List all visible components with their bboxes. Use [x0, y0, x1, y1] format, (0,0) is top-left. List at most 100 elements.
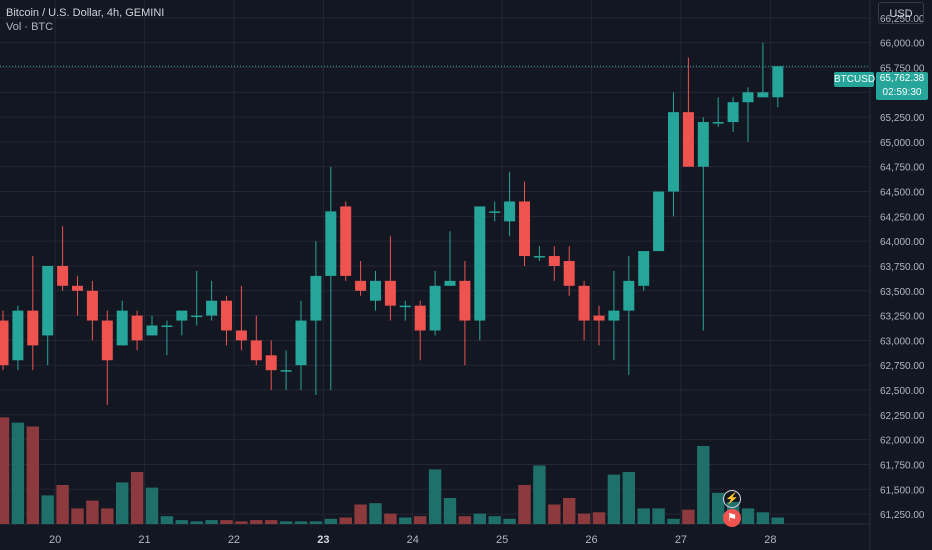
- candle-body[interactable]: [682, 112, 694, 167]
- candle-body[interactable]: [310, 275, 322, 321]
- candle-body[interactable]: [697, 122, 709, 167]
- volume-bar: [56, 485, 69, 524]
- candle-body[interactable]: [355, 280, 367, 291]
- volume-bar: [458, 516, 472, 524]
- volume-bar: [26, 426, 39, 524]
- candle-body[interactable]: [86, 290, 98, 321]
- volume-bar: [652, 508, 665, 524]
- candle-body[interactable]: [712, 122, 724, 124]
- candle-body[interactable]: [727, 102, 739, 123]
- volume-bar: [473, 513, 486, 524]
- candle-body[interactable]: [221, 300, 232, 331]
- candle-body[interactable]: [444, 280, 456, 286]
- y-tick-label: 62,750.00: [880, 361, 925, 372]
- symbol-price-tag: BTCUSD: [834, 72, 876, 87]
- candle-body[interactable]: [548, 256, 560, 266]
- candle-body[interactable]: [578, 285, 590, 321]
- volume-bar: [190, 521, 203, 524]
- volume-bar: [265, 520, 278, 524]
- volume-bar: [697, 446, 710, 524]
- currency-button[interactable]: USD: [878, 2, 924, 24]
- candle-body[interactable]: [235, 330, 247, 341]
- candle-body[interactable]: [161, 325, 173, 328]
- candle-body[interactable]: [12, 310, 24, 361]
- volume-bar: [294, 521, 308, 524]
- candle-body[interactable]: [474, 206, 486, 321]
- candle-body[interactable]: [653, 191, 665, 252]
- volume-bar: [41, 495, 54, 524]
- candle-body[interactable]: [772, 66, 784, 98]
- candle-body[interactable]: [370, 280, 381, 301]
- candle-body[interactable]: [57, 265, 69, 286]
- volume-bar: [11, 422, 25, 524]
- volume-bar: [220, 520, 233, 524]
- candle-body[interactable]: [280, 370, 292, 372]
- candle-body[interactable]: [757, 92, 769, 98]
- candle-body[interactable]: [489, 211, 501, 213]
- candle-body[interactable]: [176, 310, 188, 321]
- y-tick-label: 66,000.00: [880, 39, 925, 50]
- y-tick-label: 62,500.00: [880, 386, 925, 397]
- candle-body[interactable]: [340, 206, 352, 276]
- lightning-icon[interactable]: ⚡: [723, 490, 741, 508]
- candle-body[interactable]: [593, 315, 605, 321]
- candle-body[interactable]: [414, 305, 426, 331]
- candle-body[interactable]: [295, 320, 307, 366]
- y-tick-label: 62,000.00: [880, 436, 925, 447]
- candle-body[interactable]: [399, 305, 411, 308]
- candle-body[interactable]: [265, 355, 277, 371]
- volume-bar: [756, 512, 770, 524]
- y-tick-label: 61,750.00: [880, 460, 925, 471]
- volume-bar: [518, 485, 531, 524]
- candle-body[interactable]: [27, 310, 39, 346]
- y-tick-label: 63,500.00: [880, 287, 925, 298]
- candle-body[interactable]: [742, 92, 754, 103]
- candle-body[interactable]: [191, 315, 203, 318]
- candle-body[interactable]: [384, 280, 396, 306]
- candle-body[interactable]: [459, 280, 471, 321]
- candle-body[interactable]: [608, 310, 620, 321]
- x-tick-label: 27: [675, 534, 687, 546]
- candle-body[interactable]: [131, 315, 143, 341]
- x-tick-label: 20: [49, 534, 61, 546]
- symbol-title: Bitcoin / U.S. Dollar, 4h, GEMINI: [6, 7, 165, 19]
- candle-body[interactable]: [668, 112, 679, 192]
- volume-bar: [339, 517, 352, 524]
- flag-icon[interactable]: ⚑: [723, 509, 741, 527]
- candle-body[interactable]: [116, 310, 128, 346]
- candle-body[interactable]: [72, 285, 83, 291]
- candle-body[interactable]: [638, 251, 650, 286]
- candle-body[interactable]: [325, 211, 337, 276]
- candle-body[interactable]: [0, 320, 9, 366]
- candle-body[interactable]: [504, 201, 516, 222]
- volume-label: Vol · BTC: [6, 21, 54, 33]
- volume-bar: [384, 513, 397, 524]
- candle-body[interactable]: [146, 325, 158, 336]
- volume-bar: [592, 512, 606, 524]
- volume-bar: [622, 472, 635, 524]
- y-tick-label: 64,000.00: [880, 237, 925, 248]
- candle-body[interactable]: [429, 285, 441, 331]
- candle-body[interactable]: [533, 256, 545, 258]
- volume-bar: [563, 498, 576, 524]
- y-tick-label: 64,750.00: [880, 163, 925, 174]
- volume-bar: [667, 518, 680, 524]
- candle-body[interactable]: [101, 320, 113, 361]
- candle-body[interactable]: [519, 201, 530, 257]
- y-tick-label: 63,750.00: [880, 262, 925, 273]
- candle-body[interactable]: [42, 265, 54, 336]
- candle-body[interactable]: [563, 261, 575, 286]
- volume-bar: [205, 520, 218, 524]
- last-price-value: 65,762.38: [879, 73, 925, 84]
- candle-body[interactable]: [250, 340, 262, 361]
- volume-bar: [324, 518, 337, 524]
- volume-bar: [250, 520, 263, 524]
- y-tick-label: 64,500.00: [880, 188, 925, 199]
- volume-bar: [235, 521, 248, 524]
- candle-body[interactable]: [623, 280, 635, 311]
- volume-bar: [712, 492, 725, 524]
- candle-body[interactable]: [206, 300, 218, 316]
- volume-bar: [399, 517, 412, 524]
- volume-bar: [160, 516, 174, 524]
